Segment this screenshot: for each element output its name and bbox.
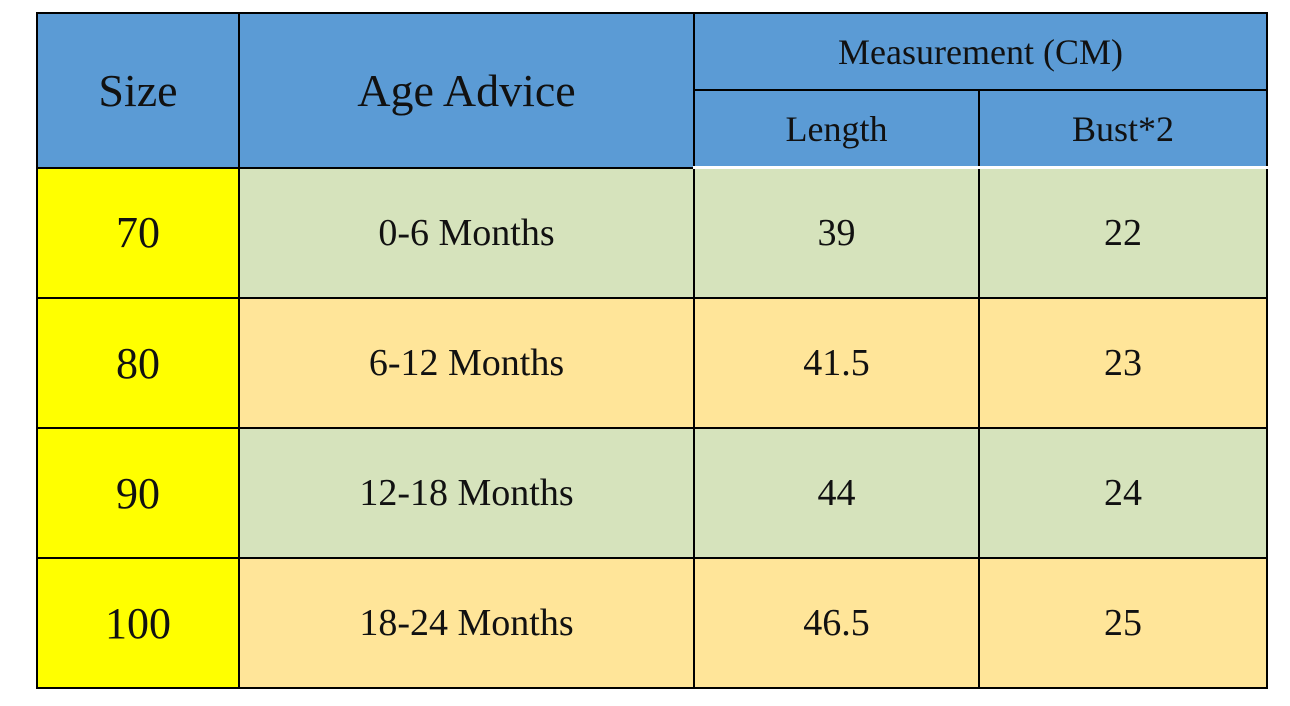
header-cell: Bust*2 [978, 89, 1268, 169]
table-cell: 12-18 Months [238, 427, 695, 559]
size-cell: 70 [36, 166, 240, 299]
size-cell: 100 [36, 557, 240, 689]
header-cell: Measurement (CM) [693, 12, 1268, 91]
table-cell: 39 [693, 166, 980, 299]
header-cell: Size [36, 12, 240, 169]
header-cell: Age Advice [238, 12, 695, 169]
header-row: Size Age Advice Measurement (CM) [36, 12, 1268, 169]
table-cell: 46.5 [693, 557, 980, 689]
table-row: 100 18-24 Months 46.5 25 [36, 557, 1268, 689]
table-cell: 6-12 Months [238, 297, 695, 429]
table-cell: 23 [978, 297, 1268, 429]
table-row: 70 0-6 Months 39 22 [36, 166, 1268, 299]
table-cell: 18-24 Months [238, 557, 695, 689]
size-table: Size Age Advice Measurement (CM) Length … [36, 12, 1268, 689]
size-cell: 90 [36, 427, 240, 559]
header-row: Length Bust*2 [37, 89, 1268, 169]
header-cell: Length [693, 89, 980, 169]
table-cell: 25 [978, 557, 1268, 689]
table-cell: 22 [978, 166, 1268, 299]
table-cell: 41.5 [693, 297, 980, 429]
table-row: 80 6-12 Months 41.5 23 [36, 297, 1268, 429]
size-cell: 80 [36, 297, 240, 429]
table-cell: 24 [978, 427, 1268, 559]
table-cell: 0-6 Months [238, 166, 695, 299]
table-row: 90 12-18 Months 44 24 [36, 427, 1268, 559]
table-body: 70 0-6 Months 39 22 80 6-12 Months 41.5 23 90 12-… [36, 166, 1268, 689]
table-cell: 44 [693, 427, 980, 559]
